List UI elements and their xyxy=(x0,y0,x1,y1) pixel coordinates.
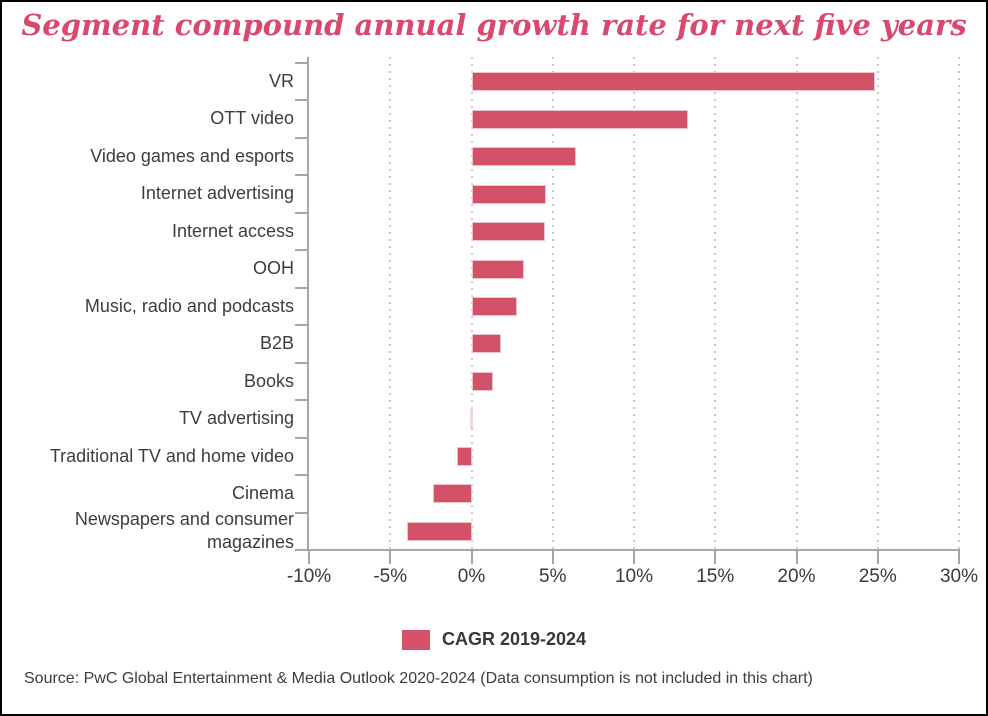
x-tick-label: 25% xyxy=(858,566,897,587)
y-axis-tick xyxy=(295,474,307,477)
bar xyxy=(471,72,875,92)
x-tick-label: 0% xyxy=(457,566,486,587)
y-axis-tick xyxy=(295,436,307,439)
bar-zero xyxy=(469,409,473,429)
y-axis-tick xyxy=(295,249,307,252)
x-axis-tick xyxy=(714,550,717,564)
x-axis-tick xyxy=(795,550,798,564)
y-axis-tick xyxy=(295,511,307,514)
x-tick-label: 30% xyxy=(939,566,979,587)
bar xyxy=(432,484,472,504)
category-label: Traditional TV and home video xyxy=(49,445,294,466)
category-label: TV advertising xyxy=(178,408,294,429)
legend: CAGR 2019-2024 xyxy=(402,629,586,650)
x-axis-tick xyxy=(470,550,473,564)
category-label: Music, radio and podcasts xyxy=(84,295,294,316)
y-axis-tick xyxy=(295,549,307,551)
y-axis-tick xyxy=(295,174,307,177)
gridline xyxy=(876,57,879,550)
y-axis-tick xyxy=(295,99,307,102)
source-text: Source: PwC Global Entertainment & Media… xyxy=(24,670,813,687)
bar xyxy=(471,371,493,391)
y-axis-tick xyxy=(295,211,307,214)
x-axis-tick xyxy=(308,550,310,564)
category-label: Books xyxy=(243,370,294,391)
y-axis-line xyxy=(307,57,309,551)
legend-label: CAGR 2019-2024 xyxy=(442,629,587,649)
bar xyxy=(471,222,545,242)
x-tick-label: 10% xyxy=(614,566,654,587)
gridline xyxy=(551,57,554,550)
bar xyxy=(471,109,688,129)
y-axis-tick xyxy=(295,324,307,327)
bar xyxy=(406,521,472,541)
category-label: VR xyxy=(268,71,294,92)
category-label: Internet advertising xyxy=(140,183,294,204)
gridline xyxy=(389,57,392,550)
bar xyxy=(471,184,547,204)
category-label: B2B xyxy=(259,333,294,354)
x-tick-label: -10% xyxy=(286,566,332,587)
x-axis-tick xyxy=(389,550,392,564)
x-axis-tick xyxy=(633,550,635,564)
bar xyxy=(471,334,501,354)
y-axis-tick xyxy=(295,136,307,139)
x-axis-tick xyxy=(551,550,554,564)
category-label: Newspapers and consumer magazines xyxy=(74,508,294,553)
x-tick-label: 5% xyxy=(539,566,567,587)
x-tick-label: -5% xyxy=(373,566,408,587)
x-tick-label: 20% xyxy=(777,566,816,587)
y-axis-tick xyxy=(295,62,307,64)
bar xyxy=(456,446,472,466)
category-label: Cinema xyxy=(231,483,294,504)
gridline xyxy=(795,57,798,550)
y-axis-tick xyxy=(295,361,307,364)
x-axis-tick xyxy=(876,550,879,564)
gridline xyxy=(633,57,635,550)
y-axis-tick xyxy=(295,399,307,402)
gridline xyxy=(714,57,717,550)
bar xyxy=(471,147,576,167)
gridline xyxy=(958,57,960,550)
chart-title: Segment compound annual growth rate for … xyxy=(21,8,967,42)
category-label: OOH xyxy=(252,258,294,279)
y-axis-tick xyxy=(295,286,307,289)
category-label: OTT video xyxy=(210,108,294,129)
category-label: Video games and esports xyxy=(90,145,294,166)
bar xyxy=(471,259,524,279)
x-axis-tick xyxy=(958,550,960,564)
legend-swatch xyxy=(402,629,430,650)
x-tick-label: 15% xyxy=(696,566,735,587)
category-label: Internet access xyxy=(171,220,294,241)
bar xyxy=(471,297,517,316)
